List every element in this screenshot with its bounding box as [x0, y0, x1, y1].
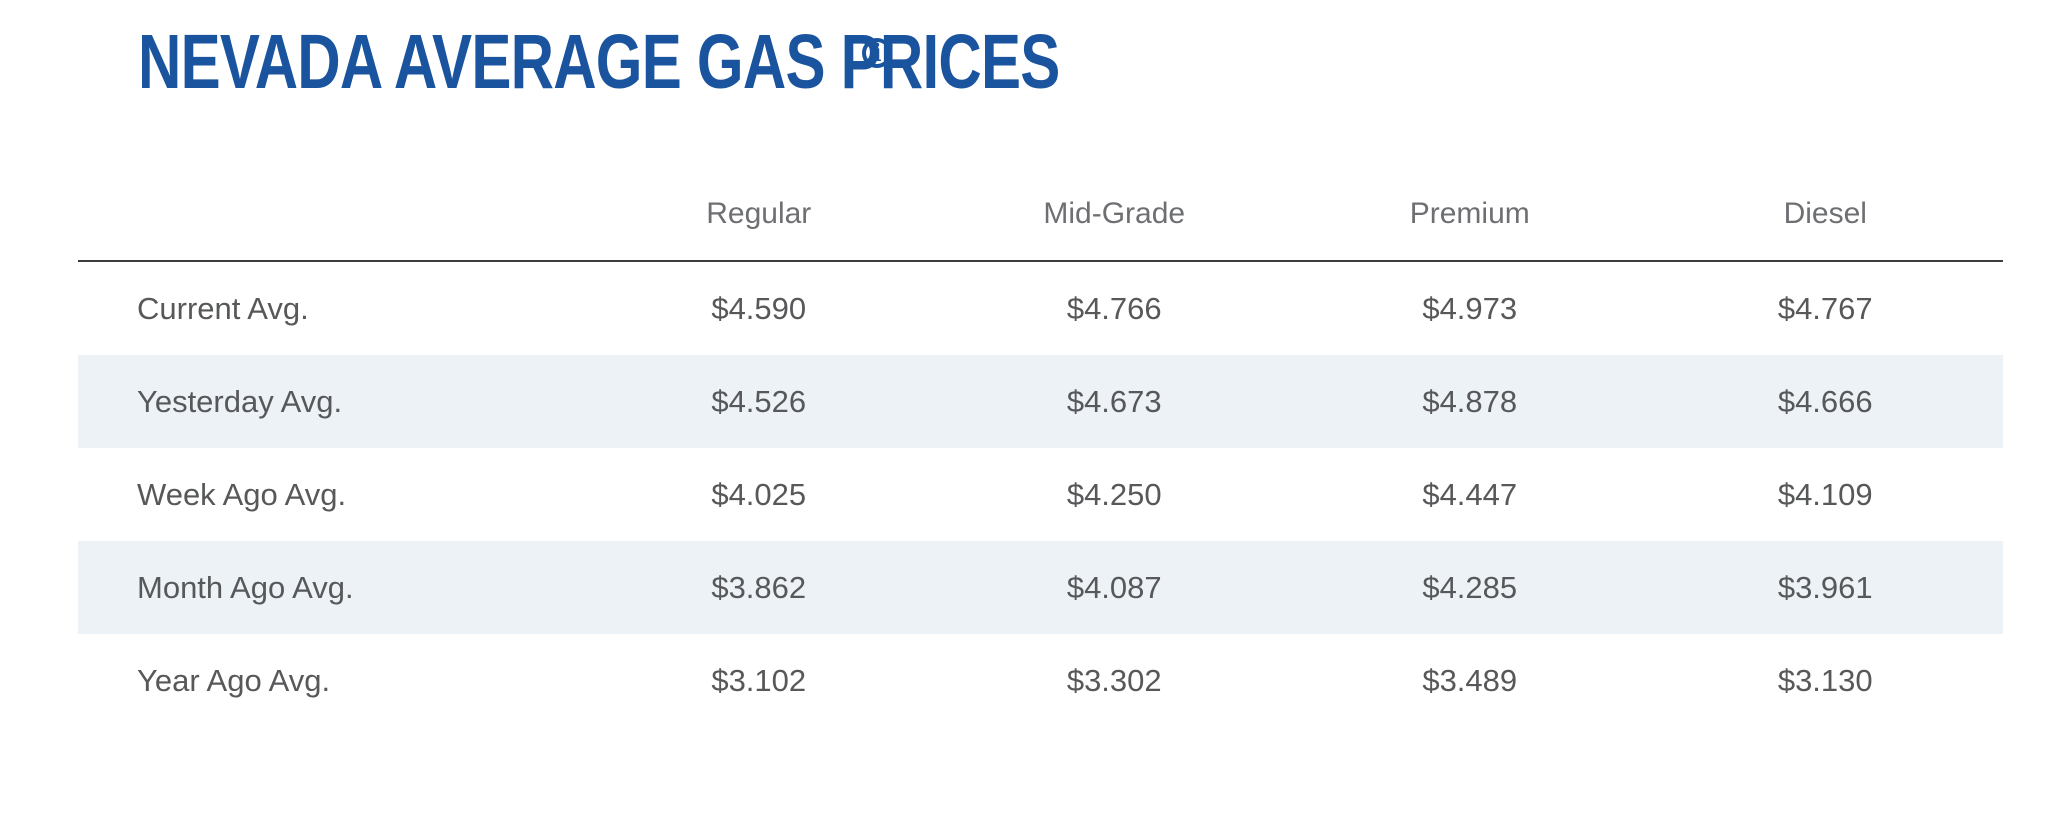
header-cell-premium: Premium	[1409, 196, 1530, 230]
price-cell: $4.767	[1777, 290, 1873, 326]
gas-prices-table: Regular Mid-Grade Premium Diesel Current…	[78, 167, 2003, 727]
header-cell-diesel: Diesel	[1783, 196, 1867, 230]
row-label: Week Ago Avg.	[137, 476, 347, 512]
table-row-month-ago-avg: Month Ago Avg. $3.862 $4.087 $4.285 $3.9…	[78, 541, 2003, 634]
price-cell: $4.878	[1422, 383, 1518, 419]
table-header-row: Regular Mid-Grade Premium Diesel	[78, 167, 2003, 260]
price-cell: $3.862	[711, 569, 807, 605]
header-cell-regular: Regular	[706, 196, 812, 230]
price-cell: $4.973	[1422, 290, 1518, 326]
row-label: Year Ago Avg.	[137, 662, 331, 698]
table-row-yesterday-avg: Yesterday Avg. $4.526 $4.673 $4.878 $4.6…	[78, 355, 2003, 448]
price-cell: $4.673	[1066, 383, 1162, 419]
info-icon-glyph: i	[872, 38, 882, 67]
row-label: Yesterday Avg.	[137, 383, 343, 419]
table-row-current-avg: Current Avg. $4.590 $4.766 $4.973 $4.767	[78, 262, 2003, 355]
price-cell: $4.526	[711, 383, 807, 419]
table-row-week-ago-avg: Week Ago Avg. $4.025 $4.250 $4.447 $4.10…	[78, 448, 2003, 541]
price-cell: $4.590	[711, 290, 807, 326]
row-label: Current Avg.	[137, 290, 309, 326]
price-cell: $4.025	[711, 476, 807, 512]
price-cell: $3.130	[1777, 662, 1873, 698]
page-title: NEVADA AVERAGE GAS PRICES	[138, 19, 1060, 105]
price-cell: $4.250	[1066, 476, 1162, 512]
header-cell-midgrade: Mid-Grade	[1043, 196, 1186, 230]
price-cell: $4.447	[1422, 476, 1518, 512]
row-label: Month Ago Avg.	[137, 569, 354, 605]
page-header: NEVADA AVERAGE GAS PRICES	[138, 22, 1320, 112]
table-row-year-ago-avg: Year Ago Avg. $3.102 $3.302 $3.489 $3.13…	[78, 634, 2003, 727]
price-cell: $4.766	[1066, 290, 1162, 326]
price-cell: $4.109	[1777, 476, 1873, 512]
price-cell: $4.666	[1777, 383, 1873, 419]
price-cell: $3.302	[1066, 662, 1162, 698]
price-cell: $4.285	[1422, 569, 1518, 605]
price-cell: $3.489	[1422, 662, 1518, 698]
price-cell: $4.087	[1066, 569, 1162, 605]
price-cell: $3.961	[1777, 569, 1873, 605]
price-cell: $3.102	[711, 662, 807, 698]
info-icon[interactable]: i	[862, 38, 892, 68]
header-divider	[78, 260, 2003, 262]
